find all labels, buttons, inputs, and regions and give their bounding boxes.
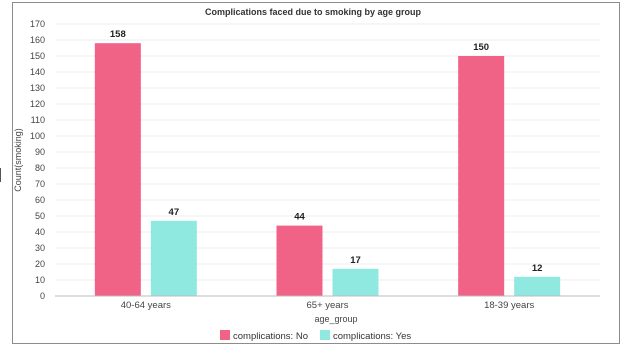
x-tick-label: 65+ years bbox=[307, 300, 349, 311]
y-axis-ticks: 0 10 20 30 40 50 60 70 80 90 100 110 120 130 140 150 160… bbox=[30, 19, 45, 301]
legend-swatch bbox=[319, 330, 330, 340]
y-tick-label: 10 bbox=[35, 275, 45, 285]
y-tick-label: 170 bbox=[30, 19, 45, 29]
y-tick-label: 130 bbox=[30, 83, 45, 93]
y-tick-label: 120 bbox=[30, 99, 45, 109]
legend-label: complications: No bbox=[233, 331, 308, 342]
y-tick-label: 90 bbox=[35, 147, 45, 157]
legend-item[interactable]: complications: Yes bbox=[319, 330, 411, 342]
y-tick-label: 50 bbox=[35, 211, 45, 221]
y-tick-label: 0 bbox=[40, 291, 45, 301]
y-tick-label: 70 bbox=[35, 179, 45, 189]
y-tick-label: 40 bbox=[35, 227, 45, 237]
y-tick-label: 140 bbox=[30, 67, 45, 77]
legend-label: complications: Yes bbox=[333, 331, 411, 342]
data-label: 12 bbox=[532, 263, 543, 274]
window-edge-marker bbox=[0, 168, 5, 182]
bar-yes bbox=[514, 276, 561, 296]
bar-yes bbox=[332, 268, 379, 296]
y-tick-label: 150 bbox=[30, 51, 45, 61]
y-tick-label: 60 bbox=[35, 195, 45, 205]
y-tick-label: 160 bbox=[30, 35, 45, 45]
x-tick-label: 18-39 years bbox=[484, 300, 534, 311]
bars bbox=[94, 43, 561, 297]
data-label: 150 bbox=[473, 42, 489, 53]
y-tick-label: 30 bbox=[35, 243, 45, 253]
data-label: 44 bbox=[294, 212, 305, 223]
y-tick-label: 80 bbox=[35, 163, 45, 173]
legend[interactable]: complications: No complications: Yes bbox=[220, 330, 411, 342]
y-tick-label: 100 bbox=[30, 131, 45, 141]
x-axis-ticks: 40-64 years 65+ years 18-39 years bbox=[121, 300, 535, 311]
data-labels: 158 47 44 17 150 12 bbox=[110, 29, 543, 274]
y-tick-label: 110 bbox=[31, 115, 45, 125]
y-tick-label: 20 bbox=[35, 259, 45, 269]
bar-yes bbox=[150, 220, 197, 296]
x-axis-title: age_group bbox=[314, 314, 357, 324]
bar-no bbox=[276, 225, 323, 296]
data-label: 17 bbox=[350, 255, 361, 266]
x-tick-label: 40-64 years bbox=[121, 300, 171, 311]
data-label: 47 bbox=[169, 207, 180, 218]
legend-item[interactable]: complications: No bbox=[220, 330, 308, 342]
bar-no bbox=[458, 56, 505, 296]
chart-title: Complications faced due to smoking by ag… bbox=[205, 7, 422, 17]
legend-swatch bbox=[220, 330, 230, 340]
data-label: 158 bbox=[110, 29, 126, 40]
y-axis-title: Count(smoking) bbox=[13, 128, 23, 192]
bar-no bbox=[94, 43, 141, 297]
